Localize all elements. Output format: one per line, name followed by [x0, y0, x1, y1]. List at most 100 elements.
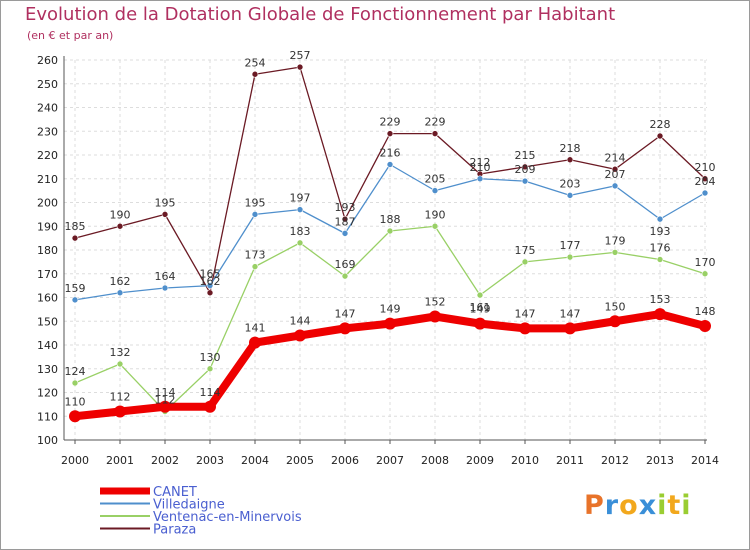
chart-subtitle: (en € et par an) — [27, 29, 114, 42]
y-tick-label-200: 200 — [37, 197, 58, 210]
data-label-canet-2014: 148 — [695, 305, 716, 318]
data-label-paraza-2009: 212 — [470, 156, 491, 169]
point-ventenac-en-minervois-2003 — [206, 365, 214, 373]
y-tick-label-210: 210 — [37, 173, 58, 186]
point-villedaigne-2000 — [71, 296, 79, 304]
point-ventenac-en-minervois-2001 — [116, 360, 124, 368]
data-label-ventenac-en-minervois-2000: 124 — [65, 365, 86, 378]
point-ventenac-en-minervois-2006 — [341, 272, 349, 280]
logo-letter: P — [584, 490, 605, 521]
data-label-villedaigne-2010: 209 — [515, 163, 536, 176]
logo-letter: r — [604, 490, 620, 521]
data-label-ventenac-en-minervois-2007: 188 — [380, 213, 401, 226]
x-tick-label-2002: 2002 — [151, 454, 179, 467]
data-label-villedaigne-2003: 165 — [200, 268, 221, 281]
data-label-villedaigne-2012: 207 — [605, 168, 626, 181]
legend: CANETVilledaigneVentenac-en-MinervoisPar… — [100, 485, 302, 538]
data-label-villedaigne-2011: 203 — [560, 177, 581, 190]
x-tick-label-2000: 2000 — [61, 454, 89, 467]
y-tick-label-220: 220 — [37, 149, 58, 162]
y-tick-label-110: 110 — [37, 410, 58, 423]
data-label-canet-2010: 147 — [515, 307, 536, 320]
data-label-ventenac-en-minervois-2003: 130 — [200, 351, 221, 364]
logo-letter: i — [681, 490, 692, 521]
data-label-villedaigne-2005: 197 — [290, 192, 311, 205]
point-villedaigne-2011 — [566, 192, 574, 199]
point-villedaigne-2003 — [206, 282, 214, 289]
legend-label-villedaigne: Villedaigne — [153, 498, 225, 513]
point-villedaigne-2007 — [386, 161, 394, 168]
data-label-canet-2012: 150 — [605, 300, 626, 313]
y-tick-label-160: 160 — [37, 292, 58, 305]
data-label-paraza-2013: 228 — [650, 118, 671, 131]
point-ventenac-en-minervois-2000 — [71, 379, 79, 387]
y-tick-label-250: 250 — [37, 78, 58, 91]
point-ventenac-en-minervois-2004 — [251, 263, 259, 270]
point-canet-2000 — [69, 410, 81, 423]
point-ventenac-en-minervois-2009 — [476, 291, 484, 299]
point-paraza-2010 — [521, 163, 529, 171]
data-label-canet-2004: 141 — [245, 322, 266, 335]
point-villedaigne-2002 — [161, 284, 169, 292]
point-canet-2008 — [429, 310, 441, 323]
point-canet-2001 — [114, 405, 126, 418]
data-label-villedaigne-2014: 204 — [695, 175, 716, 188]
data-label-canet-2011: 147 — [560, 307, 581, 320]
x-tick-label-2011: 2011 — [556, 454, 584, 467]
x-tick-label-2008: 2008 — [421, 454, 449, 467]
point-villedaigne-2014 — [701, 189, 709, 197]
data-label-paraza-2002: 195 — [155, 196, 176, 209]
point-canet-2010 — [519, 322, 531, 335]
x-tick-label-2009: 2009 — [466, 454, 494, 467]
point-canet-2012 — [609, 315, 621, 328]
data-label-ventenac-en-minervois-2014: 170 — [695, 256, 716, 269]
data-label-canet-2003: 114 — [200, 386, 221, 399]
point-villedaigne-2010 — [521, 177, 529, 185]
data-label-paraza-2006: 193 — [335, 201, 356, 214]
data-label-villedaigne-2004: 195 — [245, 196, 266, 209]
data-label-villedaigne-2007: 216 — [380, 147, 401, 160]
point-villedaigne-2004 — [251, 211, 259, 218]
data-label-ventenac-en-minervois-2008: 190 — [425, 208, 446, 221]
point-paraza-2012 — [611, 165, 619, 173]
point-paraza-2003 — [206, 289, 214, 297]
point-paraza-2008 — [431, 130, 439, 137]
point-paraza-2004 — [251, 70, 259, 78]
data-label-canet-2002: 114 — [155, 386, 176, 399]
point-villedaigne-2012 — [611, 182, 619, 190]
data-label-canet-2005: 144 — [290, 315, 311, 328]
logo-letter: x — [638, 490, 658, 521]
point-ventenac-en-minervois-2014 — [701, 270, 709, 278]
data-label-ventenac-en-minervois-2010: 175 — [515, 244, 536, 257]
y-tick-label-230: 230 — [37, 125, 58, 138]
point-canet-2011 — [564, 322, 576, 335]
y-tick-label-150: 150 — [37, 315, 58, 328]
x-tick-label-2004: 2004 — [241, 454, 269, 467]
point-paraza-2000 — [71, 234, 79, 242]
point-canet-2003 — [204, 400, 216, 413]
point-villedaigne-2005 — [296, 206, 304, 213]
point-paraza-2006 — [341, 215, 349, 223]
x-tick-label-2012: 2012 — [601, 454, 629, 467]
y-tick-label-100: 100 — [37, 434, 58, 447]
data-label-villedaigne-2001: 162 — [110, 275, 131, 288]
data-label-paraza-2001: 190 — [110, 208, 131, 221]
x-tick-label-2014: 2014 — [691, 454, 719, 467]
y-tick-label-180: 180 — [37, 244, 58, 257]
point-canet-2014 — [699, 320, 711, 332]
data-label-canet-2007: 149 — [380, 303, 401, 316]
y-tick-label-120: 120 — [37, 387, 58, 400]
chart-title: Evolution de la Dotation Globale de Fonc… — [25, 4, 616, 25]
data-label-paraza-2014: 210 — [695, 161, 716, 174]
data-label-villedaigne-2006: 187 — [335, 215, 356, 228]
point-ventenac-en-minervois-2010 — [521, 258, 529, 266]
point-paraza-2002 — [161, 211, 169, 218]
point-canet-2002 — [159, 400, 171, 413]
y-tick-label-240: 240 — [37, 102, 58, 115]
data-label-canet-2001: 112 — [110, 391, 131, 404]
data-label-canet-2013: 153 — [650, 293, 671, 306]
logo-letter: i — [657, 490, 668, 521]
point-canet-2005 — [294, 329, 306, 342]
data-label-paraza-2000: 185 — [65, 220, 86, 233]
